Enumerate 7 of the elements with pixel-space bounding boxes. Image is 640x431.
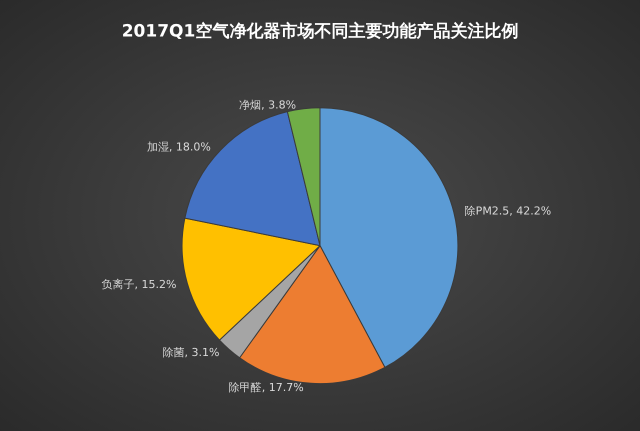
- slice-label: 净烟, 3.8%: [239, 98, 296, 112]
- slice-label: 加湿, 18.0%: [146, 140, 211, 154]
- slice-label: 负离子, 15.2%: [102, 278, 176, 291]
- slice-label: 除甲醛, 17.7%: [228, 380, 304, 394]
- slice-label: 除PM2.5, 42.2%: [464, 204, 552, 218]
- chart-title: 2017Q1空气净化器市场不同主要功能产品关注比例: [122, 22, 518, 42]
- slice-label: 除菌, 3.1%: [162, 346, 220, 359]
